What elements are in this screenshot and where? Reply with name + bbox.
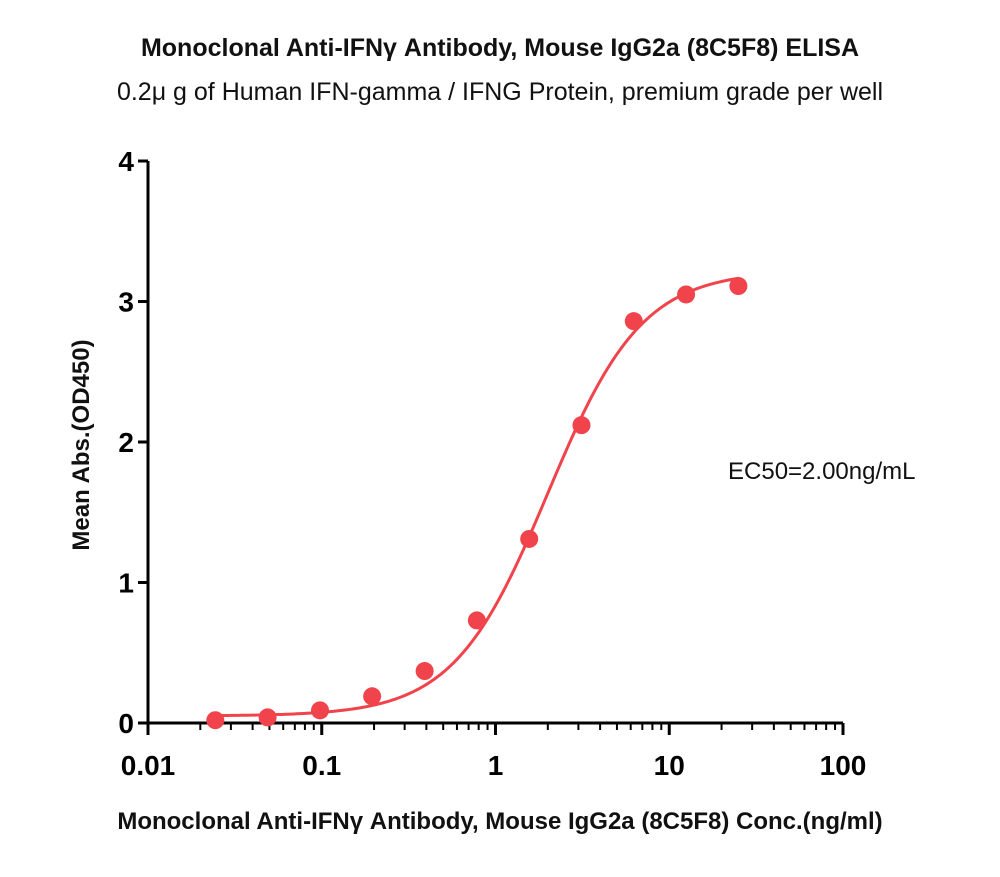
data-point <box>467 611 486 630</box>
y-tick-label: 0 <box>118 708 134 739</box>
ec50-annotation: EC50=2.00ng/mL <box>728 458 916 485</box>
x-tick-label: 100 <box>820 750 867 781</box>
x-tick-label: 0.01 <box>121 750 176 781</box>
data-point <box>363 687 382 706</box>
chart-title: Monoclonal Anti-IFNγ Antibody, Mouse IgG… <box>140 34 860 62</box>
data-point <box>206 711 225 730</box>
x-tick-label: 10 <box>654 750 685 781</box>
data-point <box>310 701 329 720</box>
data-point <box>520 529 539 548</box>
chart-subtitle: 0.2μ g of Human IFN-gamma / IFNG Protein… <box>116 78 884 106</box>
data-point <box>677 285 696 304</box>
fit-curve-layer <box>215 276 739 718</box>
y-tick-label: 1 <box>118 568 134 599</box>
axes <box>146 161 843 725</box>
y-axis-label: Mean Abs.(OD450) <box>68 339 95 551</box>
y-tick-label: 2 <box>118 427 134 458</box>
fit-curve <box>215 276 739 718</box>
y-tick-label: 4 <box>118 146 134 177</box>
data-point <box>729 277 748 296</box>
x-axis-label: Monoclonal Anti-IFNγ Antibody, Mouse IgG… <box>117 808 883 835</box>
ticks: 0 1 2 3 4 0.01 0.1 1 10 100 <box>118 146 866 781</box>
x-tick-label: 0.1 <box>302 750 341 781</box>
data-point <box>624 312 643 331</box>
y-tick-label: 3 <box>118 287 134 318</box>
data-point <box>415 662 434 681</box>
data-point <box>572 416 591 435</box>
data-points <box>206 277 748 730</box>
data-point <box>258 708 277 727</box>
x-tick-label: 1 <box>488 750 504 781</box>
